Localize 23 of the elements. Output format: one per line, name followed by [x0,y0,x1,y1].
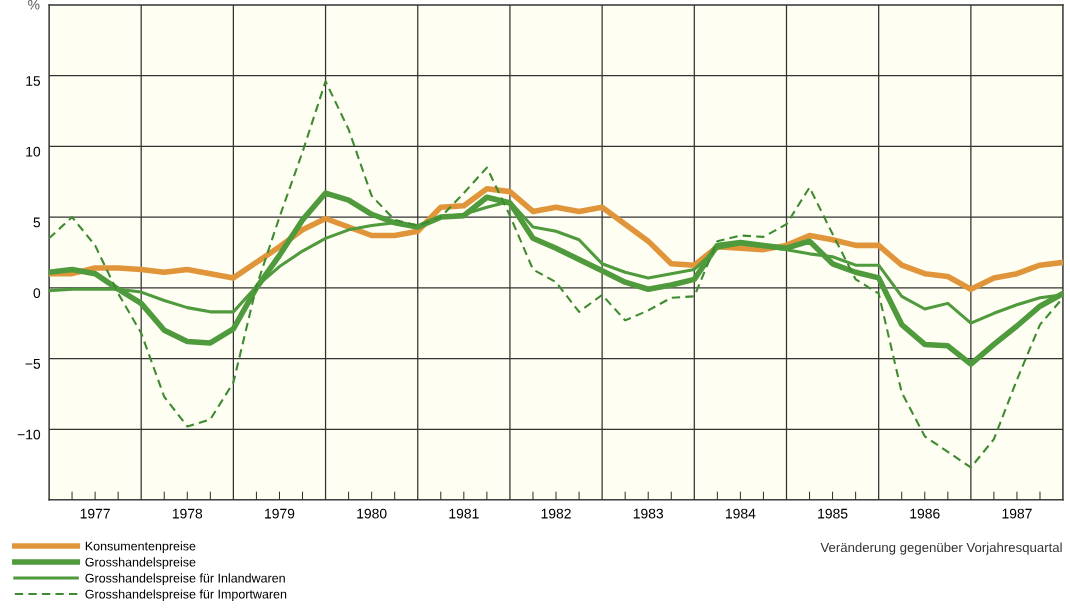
legend-label: Grosshandelspreise [85,557,196,569]
x-tick-label: 1978 [172,508,203,519]
x-tick-label: 1979 [265,508,295,519]
text: Veränderung gegenüber Vorjahresquartal [820,542,1062,555]
x-tick-label: 1984 [726,508,756,519]
y-tick-label: 15 [26,76,41,86]
x-tick-label: 1981 [449,508,479,519]
x-tick-label: 1985 [818,508,848,519]
legend-label: Grosshandelspreise für Inlandwaren [85,573,285,586]
legend-label: Grosshandelspreise für Importwaren [85,589,287,602]
x-tick-label: 1980 [357,508,387,519]
x-tick-label: 1977 [80,508,110,519]
y-tick-label: −10 [17,429,41,440]
y-tick-label: 10 [26,146,41,157]
x-tick-label: 1982 [541,508,571,519]
x-tick-label: 1987 [1002,508,1032,519]
y-tick-label: −5 [25,359,41,369]
y-axis-title: % [28,0,40,10]
y-tick-label: 5 [33,217,41,228]
x-tick-label: 1986 [910,508,940,519]
y-tick-label: 0 [33,288,41,299]
x-tick-label: 1983 [633,508,664,519]
legend-label: Konsumentenpreise [85,541,196,553]
